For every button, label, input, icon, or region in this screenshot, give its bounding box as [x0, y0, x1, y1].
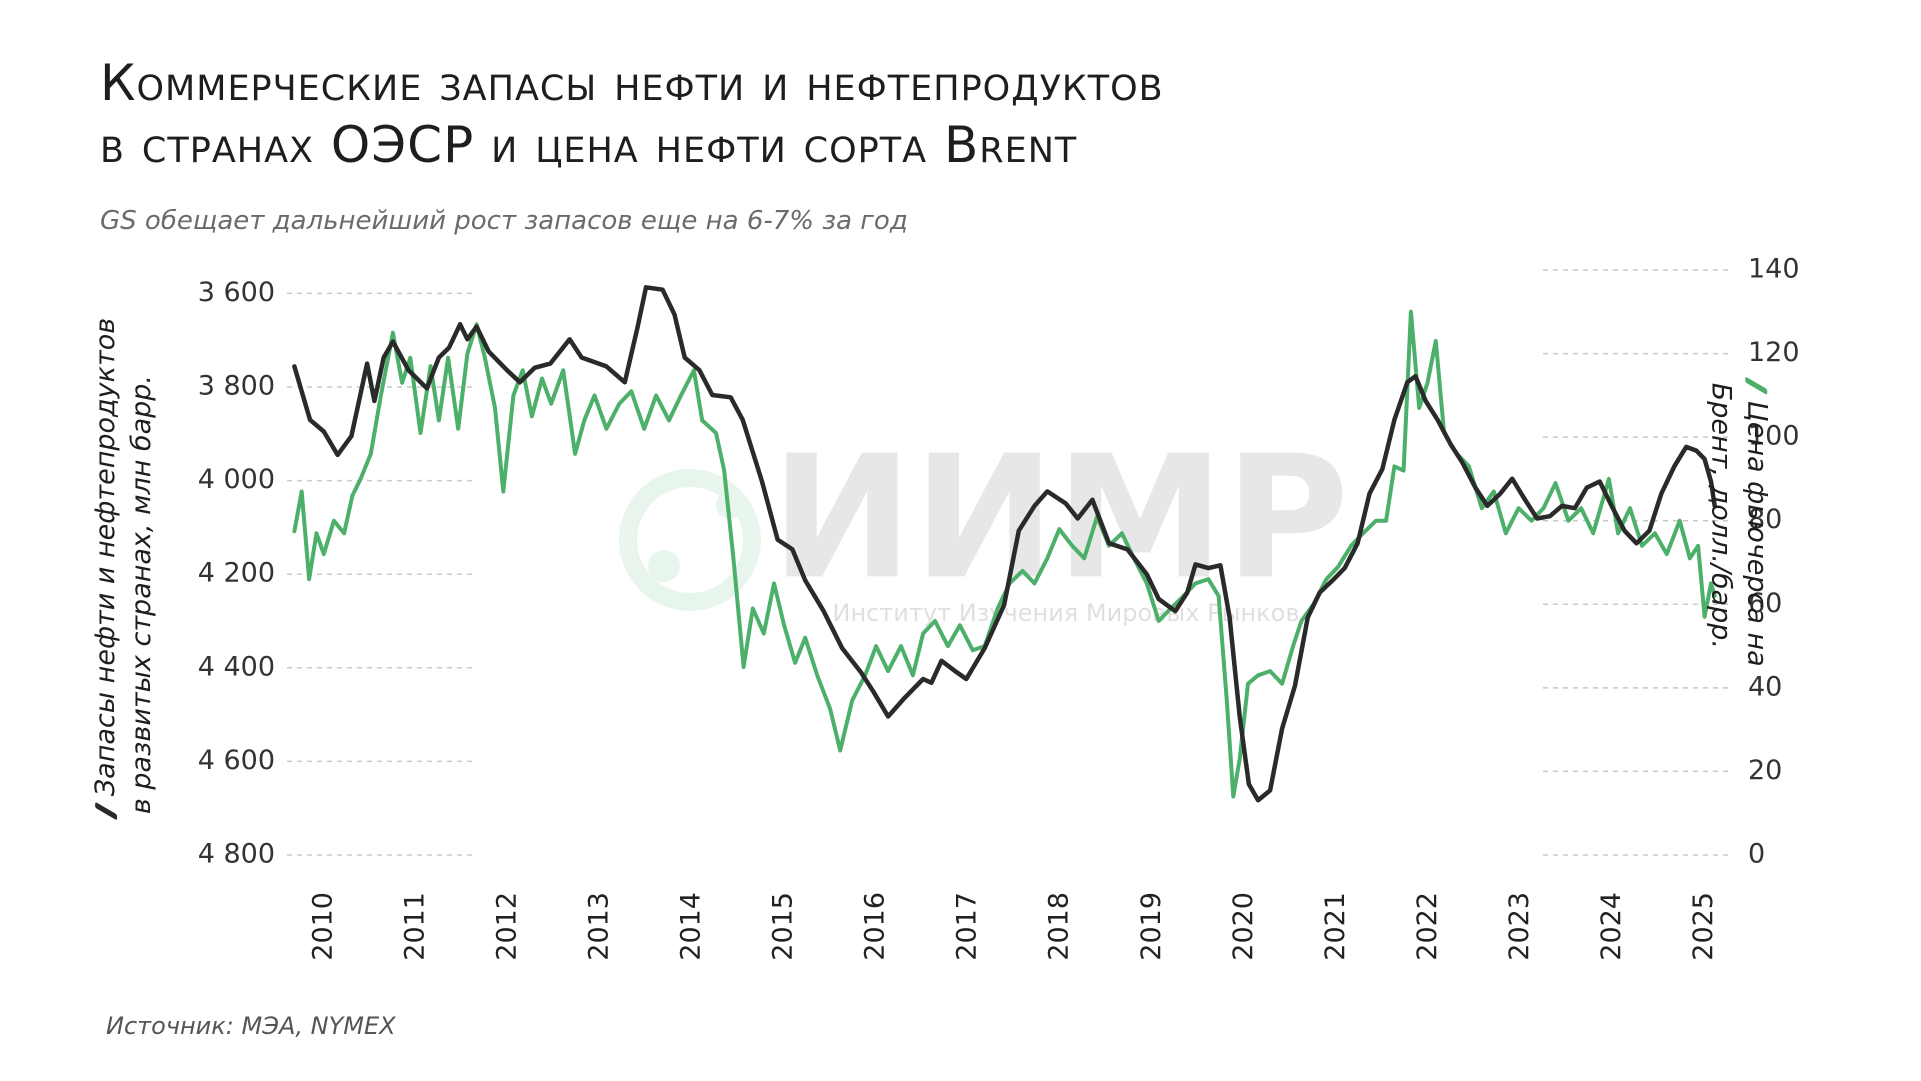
y-tick-label: 3 800 [198, 371, 275, 402]
x-tick-label: 2010 [307, 892, 338, 961]
x-tick-label: 2012 [491, 892, 522, 961]
x-tick-label: 2025 [1688, 892, 1719, 961]
chart-subtitle: GS обещает дальнейший рост запасов еще н… [100, 206, 908, 236]
chart-title: Коммерческие запасы нефти и нефтепродукт… [100, 54, 1164, 174]
right-axis-title: Цена фьючерса на Брент, долл./барр. [1702, 376, 1774, 750]
x-tick-label: 2021 [1320, 892, 1351, 961]
y-tick-label: 4 600 [198, 745, 275, 776]
watermark: ИИМР [771, 419, 1349, 617]
x-tick-label: 2023 [1504, 892, 1535, 961]
y2-tick-label: 80 [1748, 504, 1782, 535]
y-tick-label: 4 400 [198, 651, 275, 682]
x-tick-label: 2020 [1228, 892, 1259, 961]
y2-tick-label: 100 [1748, 421, 1800, 452]
x-tick-label: 2024 [1596, 892, 1627, 961]
y-tick-label: 3 600 [198, 277, 275, 308]
y2-tick-label: 0 [1748, 839, 1765, 870]
series-line [292, 285, 1717, 803]
x-tick-label: 2016 [860, 892, 891, 961]
x-tick-label: 2017 [952, 892, 983, 961]
x-tick-label: 2014 [676, 892, 707, 961]
watermark-logo [619, 469, 761, 611]
y2-tick-label: 120 [1748, 337, 1800, 368]
x-tick-label: 2018 [1044, 892, 1075, 961]
x-tick-label: 2015 [768, 892, 799, 961]
y-tick-label: 4 000 [198, 464, 275, 495]
y-tick-label: 4 800 [198, 839, 275, 870]
x-tick-label: 2013 [583, 892, 614, 961]
legend-label: Цена фьючерса на Брент, долл./барр. [1704, 382, 1772, 667]
x-tick-label: 2011 [399, 892, 430, 961]
x-tick-label: 2019 [1136, 892, 1167, 961]
left-axis-title: Запасы нефти и нефтепродуктов в развитых… [88, 317, 160, 821]
y2-tick-label: 40 [1748, 671, 1782, 702]
source-note: Источник: МЭА, NYMEX [106, 1012, 396, 1040]
y2-tick-label: 60 [1748, 588, 1782, 619]
y2-tick-label: 140 [1748, 254, 1800, 285]
legend-label: Запасы нефти и нефтепродуктов в развитых… [90, 317, 158, 815]
y-tick-label: 4 200 [198, 558, 275, 589]
y2-tick-label: 20 [1748, 755, 1782, 786]
x-tick-label: 2022 [1412, 892, 1443, 961]
